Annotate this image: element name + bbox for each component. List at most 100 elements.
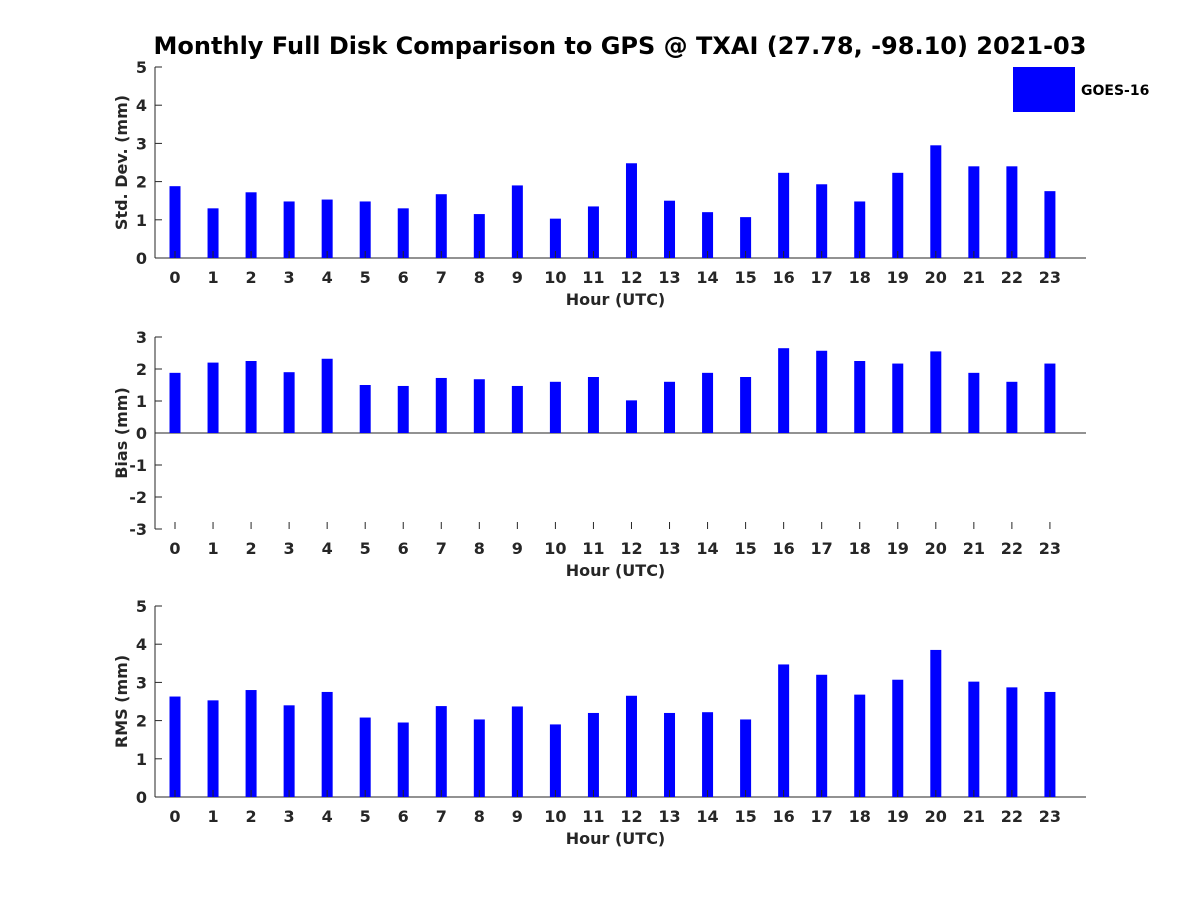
bar-hour-10 xyxy=(549,724,561,797)
bar-hour-16 xyxy=(778,172,790,258)
y-tick-label: 0 xyxy=(136,424,147,443)
bar-hour-9 xyxy=(511,185,523,258)
x-tick-label: 15 xyxy=(734,807,756,826)
bar-hour-1 xyxy=(207,700,219,797)
bar-hour-6 xyxy=(397,208,409,258)
x-tick-label: 23 xyxy=(1039,268,1061,287)
bar-hour-12 xyxy=(625,400,637,433)
legend-swatch xyxy=(1013,67,1075,112)
bar-hour-2 xyxy=(245,690,257,797)
x-tick-label: 0 xyxy=(169,539,180,558)
x-tick-label: 1 xyxy=(207,268,218,287)
x-tick-label: 17 xyxy=(811,539,833,558)
x-tick-label: 12 xyxy=(620,807,642,826)
y-tick-label: 0 xyxy=(136,788,147,807)
x-tick-label: 5 xyxy=(360,807,371,826)
bar-hour-15 xyxy=(740,719,752,797)
x-axis-label: Hour (UTC) xyxy=(566,561,666,580)
x-tick-label: 13 xyxy=(658,539,680,558)
bar-hour-7 xyxy=(435,706,447,797)
bar-hour-10 xyxy=(549,218,561,258)
x-tick-label: 18 xyxy=(849,268,871,287)
bar-hour-17 xyxy=(816,184,828,258)
x-tick-label: 11 xyxy=(582,539,604,558)
bar-hour-14 xyxy=(702,212,714,258)
x-tick-label: 22 xyxy=(1001,539,1023,558)
y-tick-label: 5 xyxy=(136,597,147,616)
y-tick-label: 3 xyxy=(136,673,147,692)
x-tick-label: 16 xyxy=(773,268,795,287)
bar-hour-5 xyxy=(359,717,371,797)
y-tick-label: 2 xyxy=(136,360,147,379)
x-tick-label: 22 xyxy=(1001,268,1023,287)
x-tick-label: 8 xyxy=(474,539,485,558)
bar-hour-22 xyxy=(1006,166,1018,258)
bar-hour-21 xyxy=(968,166,980,258)
y-tick-label: 5 xyxy=(136,58,147,77)
bar-hour-19 xyxy=(892,363,904,433)
x-tick-label: 16 xyxy=(773,807,795,826)
x-axis-label: Hour (UTC) xyxy=(566,290,666,309)
bar-hour-23 xyxy=(1044,191,1056,258)
bar-hour-17 xyxy=(816,674,828,797)
x-tick-label: 10 xyxy=(544,268,566,287)
bar-hour-8 xyxy=(473,214,485,258)
bar-hour-12 xyxy=(625,695,637,797)
x-tick-label: 5 xyxy=(360,268,371,287)
bar-hour-20 xyxy=(930,649,942,797)
x-tick-label: 9 xyxy=(512,807,523,826)
x-tick-label: 14 xyxy=(696,539,718,558)
x-tick-label: 7 xyxy=(436,807,447,826)
x-tick-label: 3 xyxy=(284,539,295,558)
x-tick-label: 19 xyxy=(887,268,909,287)
x-tick-label: 16 xyxy=(773,539,795,558)
x-tick-label: 2 xyxy=(246,539,257,558)
bar-hour-13 xyxy=(664,381,676,433)
bar-hour-19 xyxy=(892,679,904,797)
x-tick-label: 10 xyxy=(544,807,566,826)
x-tick-label: 15 xyxy=(734,268,756,287)
bar-hour-2 xyxy=(245,192,257,258)
legend: GOES-16 xyxy=(1013,67,1149,112)
y-tick-label: -1 xyxy=(129,456,147,475)
y-tick-label: 4 xyxy=(136,635,147,654)
y-tick-label: 2 xyxy=(136,712,147,731)
x-tick-label: 4 xyxy=(322,268,333,287)
bar-hour-16 xyxy=(778,348,790,433)
x-tick-label: 20 xyxy=(925,807,947,826)
x-tick-label: 18 xyxy=(849,539,871,558)
x-tick-label: 0 xyxy=(169,807,180,826)
bar-hour-12 xyxy=(625,163,637,258)
bar-hour-20 xyxy=(930,351,942,433)
y-axis-label: RMS (mm) xyxy=(112,655,131,748)
x-tick-label: 5 xyxy=(360,539,371,558)
bar-hour-5 xyxy=(359,201,371,258)
bar-hour-4 xyxy=(321,358,333,433)
x-tick-label: 21 xyxy=(963,807,985,826)
x-tick-label: 4 xyxy=(322,807,333,826)
bar-hour-0 xyxy=(169,186,181,258)
x-tick-label: 12 xyxy=(620,268,642,287)
y-tick-label: 2 xyxy=(136,173,147,192)
x-tick-label: 6 xyxy=(398,268,409,287)
x-tick-label: 21 xyxy=(963,539,985,558)
x-tick-label: 20 xyxy=(925,539,947,558)
bar-hour-22 xyxy=(1006,687,1018,797)
bar-hour-23 xyxy=(1044,691,1056,797)
bar-hour-3 xyxy=(283,201,295,258)
bar-hour-11 xyxy=(587,206,599,258)
x-tick-label: 10 xyxy=(544,539,566,558)
bar-hour-13 xyxy=(664,712,676,797)
x-tick-label: 1 xyxy=(207,539,218,558)
x-tick-label: 21 xyxy=(963,268,985,287)
bar-hour-10 xyxy=(549,381,561,433)
bar-hour-0 xyxy=(169,372,181,433)
x-tick-label: 19 xyxy=(887,807,909,826)
x-tick-label: 3 xyxy=(284,268,295,287)
x-tick-label: 4 xyxy=(322,539,333,558)
y-tick-label: 1 xyxy=(136,392,147,411)
y-tick-label: 3 xyxy=(136,328,147,347)
